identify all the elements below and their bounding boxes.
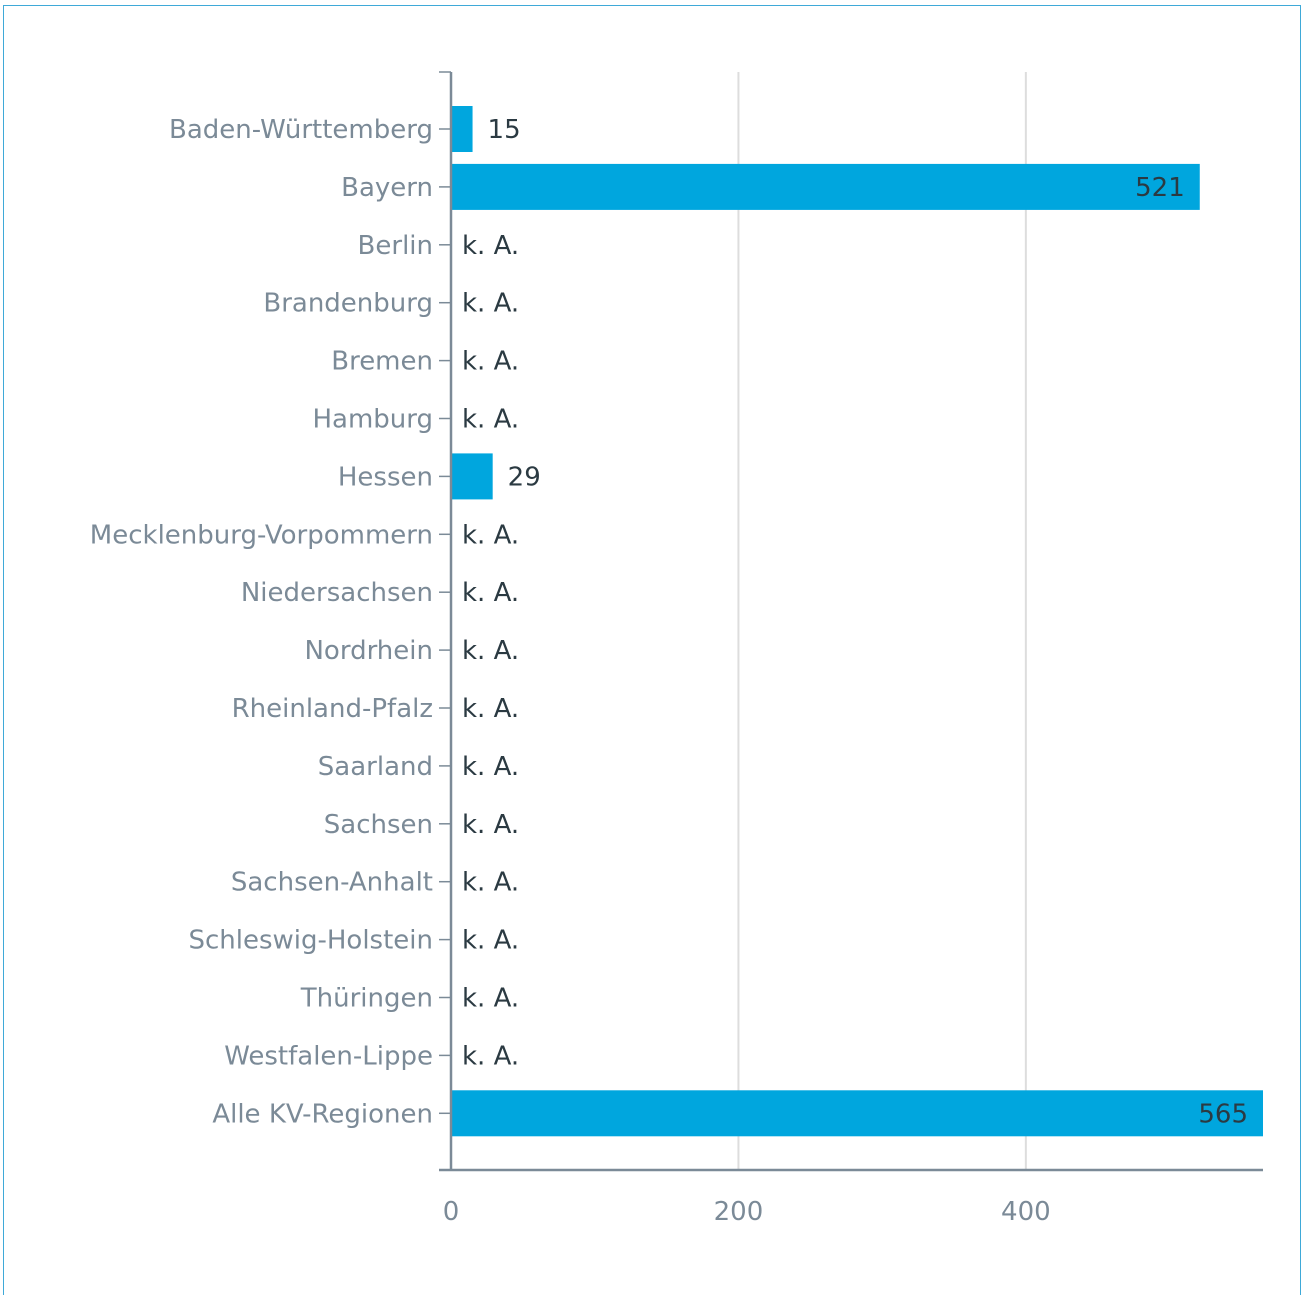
category-label: Thüringen	[300, 984, 433, 1014]
bar	[451, 1090, 1263, 1137]
category-label: Hamburg	[312, 405, 433, 435]
value-label: k. A.	[462, 289, 519, 319]
value-label: k. A.	[462, 520, 519, 550]
value-label: k. A.	[462, 347, 519, 377]
value-label: k. A.	[462, 926, 519, 956]
category-label: Mecklenburg-Vorpommern	[90, 520, 433, 550]
category-label: Sachsen-Anhalt	[231, 868, 433, 898]
value-label: 565	[1198, 1099, 1248, 1129]
value-label: k. A.	[462, 578, 519, 608]
category-label: Bayern	[341, 173, 433, 203]
category-label: Schleswig-Holstein	[188, 926, 433, 956]
value-label: k. A.	[462, 231, 519, 261]
bar	[451, 453, 493, 500]
x-tick-label: 200	[714, 1197, 764, 1227]
category-label: Alle KV-Regionen	[212, 1099, 433, 1129]
chart-frame	[3, 5, 1301, 1295]
value-label: 521	[1135, 173, 1185, 203]
value-label: k. A.	[462, 984, 519, 1014]
category-label: Berlin	[358, 231, 433, 261]
category-label: Niedersachsen	[241, 578, 433, 608]
x-tick-label: 0	[443, 1197, 460, 1227]
value-label: k. A.	[462, 752, 519, 782]
value-label: k. A.	[462, 694, 519, 724]
x-tick-label: 400	[1001, 1197, 1051, 1227]
category-label: Sachsen	[324, 810, 433, 840]
value-label: k. A.	[462, 1041, 519, 1071]
bar	[451, 163, 1200, 210]
labels: 0 200 400 Baden-Württemberg 15 Bayern 521 Berli…	[90, 115, 1248, 1227]
category-label: Hessen	[338, 462, 433, 492]
value-label: k. A.	[462, 810, 519, 840]
category-label: Brandenburg	[263, 289, 433, 319]
category-label: Bremen	[331, 347, 433, 377]
category-label: Rheinland-Pfalz	[232, 694, 433, 724]
category-label: Westfalen-Lippe	[224, 1041, 433, 1071]
grid-lines	[737, 72, 1027, 1170]
value-label: k. A.	[462, 868, 519, 898]
value-label: 29	[508, 462, 541, 492]
bar	[451, 106, 473, 152]
axes	[439, 71, 1263, 1172]
category-label: Nordrhein	[304, 636, 433, 666]
value-label: k. A.	[462, 405, 519, 435]
bars	[451, 106, 1263, 1137]
category-label: Baden-Württemberg	[169, 115, 433, 145]
value-label: 15	[488, 115, 521, 145]
category-label: Saarland	[318, 752, 433, 782]
value-label: k. A.	[462, 636, 519, 666]
